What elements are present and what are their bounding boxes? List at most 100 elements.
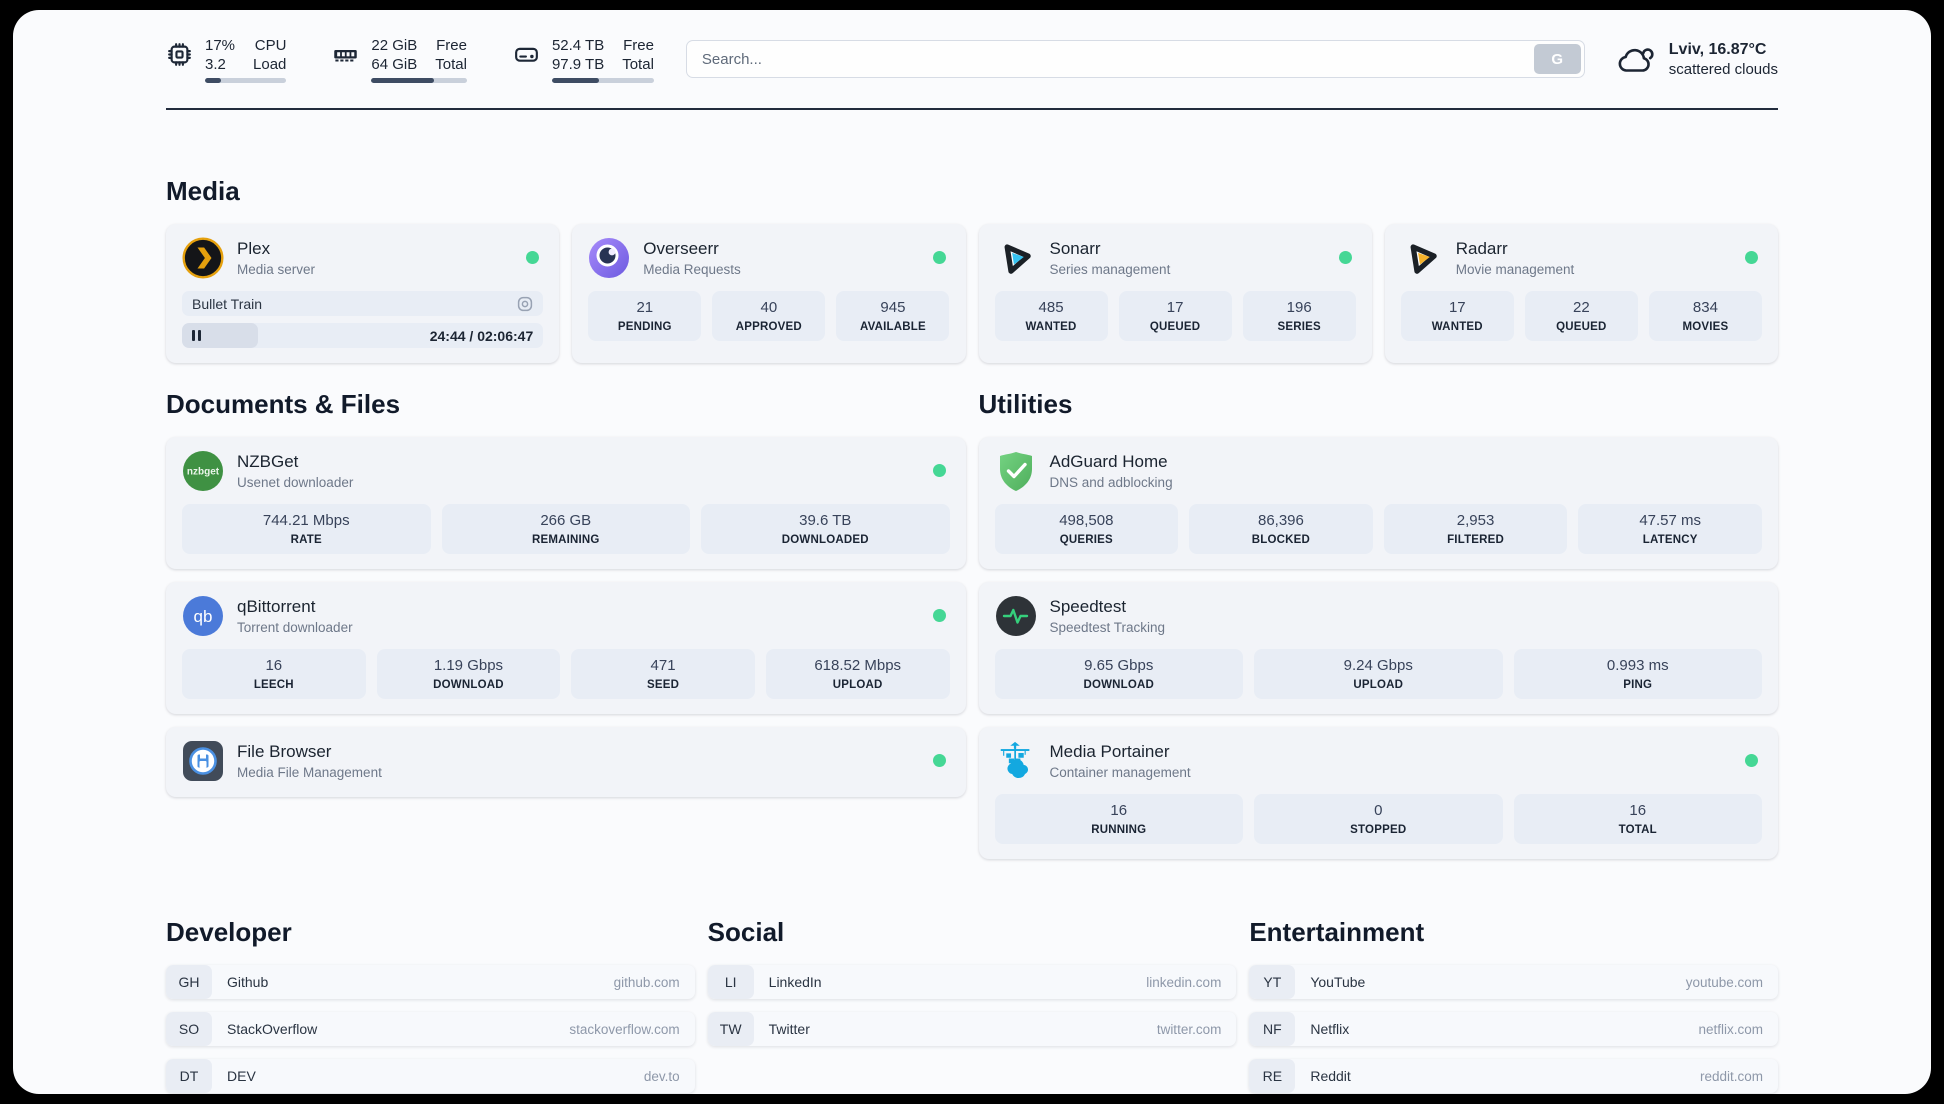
card-radarr[interactable]: Radarr Movie management 17 WANTED 22 QUEUE… xyxy=(1384,224,1778,363)
disk-widget: 52.4 TB 97.9 TB Free Total xyxy=(513,36,654,83)
top-bar: 17% 3.2 CPU Load xyxy=(166,36,1778,83)
bookmark-twitter[interactable]: TW Twitter twitter.com xyxy=(707,1012,1237,1046)
search-bar: G xyxy=(685,40,1585,78)
header-divider xyxy=(166,108,1778,110)
overseerr-title: Overseerr xyxy=(643,239,719,258)
bookmark-linkedin[interactable]: LI LinkedIn linkedin.com xyxy=(707,965,1237,999)
qbittorrent-status-dot xyxy=(932,609,946,622)
card-qbittorrent[interactable]: qb qBittorrent Torrent downloader 16 LEEC… xyxy=(166,582,966,714)
svg-text:qb: qb xyxy=(194,607,213,626)
disk-icon xyxy=(515,47,538,62)
nzbget-icon: nzbget xyxy=(183,451,223,491)
cpu-icon xyxy=(168,43,191,66)
bookmark-url: github.com xyxy=(613,974,680,990)
plex-status-dot xyxy=(526,251,540,264)
bookmark-dev[interactable]: DT DEV dev.to xyxy=(166,1059,695,1093)
cpu-load: 3.2 xyxy=(205,55,226,73)
search-input[interactable] xyxy=(685,40,1585,78)
speedtest-stat-ping: 0.993 ms PING xyxy=(1513,649,1762,699)
bookmark-abbr: GH xyxy=(166,965,212,999)
nzbget-stat-rate: 744.21 Mbps RATE xyxy=(182,504,431,554)
card-nzbget[interactable]: nzbget NZBGet Usenet downloader 744.21 M… xyxy=(166,437,966,569)
memory-label-1: Free xyxy=(436,36,467,54)
section-entertainment: Entertainment YT YouTube youtube.com NF … xyxy=(1249,917,1778,1093)
disk-bar xyxy=(551,77,654,83)
bookmark-name: Github xyxy=(227,974,269,990)
bookmark-abbr: YT xyxy=(1249,965,1296,999)
speedtest-icon xyxy=(995,596,1036,636)
dashboard-app: 17% 3.2 CPU Load xyxy=(13,10,1931,1094)
nzbget-subtitle: Usenet downloader xyxy=(237,475,354,490)
nzbget-status-dot xyxy=(932,464,946,477)
weather-condition: scattered clouds xyxy=(1668,60,1778,78)
card-plex[interactable]: Plex Media server Bullet Train xyxy=(166,224,560,363)
bookmark-name: StackOverflow xyxy=(227,1021,318,1037)
bookmark-abbr: LI xyxy=(707,965,754,999)
bookmark-youtube[interactable]: YT YouTube youtube.com xyxy=(1249,965,1778,999)
overseerr-icon xyxy=(589,238,630,278)
plex-progress-row: 24:44 / 02:06:47 xyxy=(182,323,544,348)
qbittorrent-icon: qb xyxy=(183,596,223,636)
memory-bar xyxy=(371,77,467,83)
bookmark-abbr: RE xyxy=(1249,1059,1296,1093)
card-overseerr[interactable]: Overseerr Media Requests 21 PENDING 40 APP… xyxy=(572,224,966,363)
nzbget-title: NZBGet xyxy=(237,452,299,471)
disk-free: 52.4 TB xyxy=(551,36,605,54)
sonarr-stat-wanted: 485 WANTED xyxy=(994,291,1108,341)
bookmark-name: YouTube xyxy=(1310,974,1366,990)
plex-title: Plex xyxy=(237,239,271,258)
weather-location-temp: Lviv, 16.87°C xyxy=(1668,40,1767,58)
sonarr-stat-queued: 17 QUEUED xyxy=(1118,291,1232,341)
card-filebrowser[interactable]: File Browser Media File Management xyxy=(166,727,966,797)
radarr-status-dot xyxy=(1745,251,1758,264)
cpu-label-2: Load xyxy=(253,55,287,73)
adguard-title: AdGuard Home xyxy=(1049,452,1168,471)
bookmark-github[interactable]: GH Github github.com xyxy=(166,965,695,999)
bookmark-reddit[interactable]: RE Reddit reddit.com xyxy=(1249,1059,1778,1093)
memory-icon xyxy=(334,50,358,62)
portainer-stat-total: 16 TOTAL xyxy=(1513,794,1762,844)
entertainment-heading: Entertainment xyxy=(1249,917,1425,947)
memory-total: 64 GiB xyxy=(371,55,418,73)
adguard-stat-latency: 47.57 ms LATENCY xyxy=(1578,504,1762,554)
memory-label-2: Total xyxy=(435,55,467,73)
section-documents: Documents & Files nzbget NZBGet Usenet d… xyxy=(166,389,966,859)
svg-text:nzbget: nzbget xyxy=(187,467,220,478)
qbittorrent-stat-download: 1.19 Gbps DOWNLOAD xyxy=(376,649,561,699)
memory-free: 22 GiB xyxy=(371,36,418,54)
portainer-status-dot xyxy=(1745,754,1758,767)
portainer-stat-stopped: 0 STOPPED xyxy=(1254,794,1503,844)
card-portainer[interactable]: Media Portainer Container management 16 R… xyxy=(978,727,1778,859)
card-speedtest[interactable]: Speedtest Speedtest Tracking 9.65 Gbps DO… xyxy=(978,582,1778,714)
bookmark-netflix[interactable]: NF Netflix netflix.com xyxy=(1249,1012,1778,1046)
cpu-bar xyxy=(205,77,287,83)
sonarr-subtitle: Series management xyxy=(1049,262,1171,277)
disk-total: 97.9 TB xyxy=(551,55,605,73)
search-provider-button[interactable]: G xyxy=(1533,44,1581,74)
radarr-title: Radarr xyxy=(1455,239,1508,258)
portainer-title: Media Portainer xyxy=(1049,742,1170,761)
social-heading: Social xyxy=(707,917,785,947)
radarr-subtitle: Movie management xyxy=(1455,262,1575,277)
cpu-label-1: CPU xyxy=(254,36,287,54)
disk-label-1: Free xyxy=(623,36,654,54)
adguard-stat-queries: 498,508 QUERIES xyxy=(994,504,1179,554)
portainer-icon xyxy=(1000,741,1029,779)
radarr-stat-movies: 834 MOVIES xyxy=(1648,291,1762,341)
documents-heading: Documents & Files xyxy=(166,389,401,419)
bookmark-stackoverflow[interactable]: SO StackOverflow stackoverflow.com xyxy=(166,1012,695,1046)
speedtest-stat-download: 9.65 Gbps DOWNLOAD xyxy=(994,649,1243,699)
card-adguard[interactable]: AdGuard Home DNS and adblocking 498,508 Q… xyxy=(978,437,1778,569)
card-sonarr[interactable]: Sonarr Series management 485 WANTED 17 QUE… xyxy=(978,224,1372,363)
adguard-icon xyxy=(999,452,1032,491)
adguard-subtitle: DNS and adblocking xyxy=(1049,475,1173,490)
portainer-subtitle: Container management xyxy=(1049,765,1191,780)
nzbget-stat-remaining: 266 GB REMAINING xyxy=(441,504,690,554)
bookmark-url: netflix.com xyxy=(1698,1021,1763,1037)
bookmark-abbr: NF xyxy=(1249,1012,1296,1046)
bookmark-url: twitter.com xyxy=(1156,1021,1222,1037)
bookmark-url: dev.to xyxy=(643,1068,680,1084)
bookmark-abbr: TW xyxy=(707,1012,754,1046)
radarr-stat-queued: 22 QUEUED xyxy=(1524,291,1638,341)
weather-widget: Lviv, 16.87°C scattered clouds xyxy=(1615,39,1778,80)
